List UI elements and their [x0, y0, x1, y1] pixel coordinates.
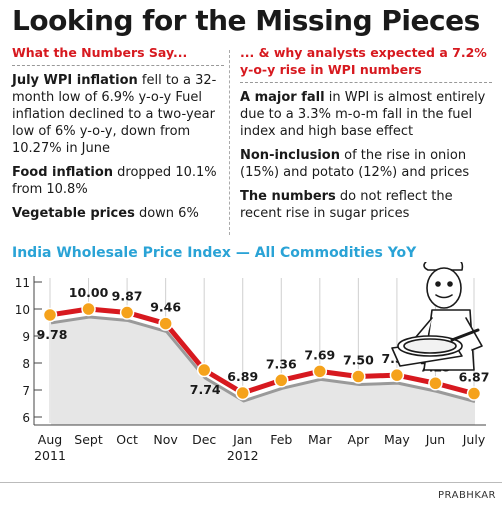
left-paragraph-1-lead: July WPI inflation [12, 73, 138, 88]
footer-rule [0, 482, 502, 483]
y-tick-label: 8 [22, 357, 30, 371]
data-label: 10.00 [69, 285, 109, 300]
y-tick-label: 9 [22, 330, 30, 344]
right-paragraph-2-lead: Non-inclusion [240, 148, 340, 163]
x-tick-label: July [462, 432, 486, 447]
x-tick-label: May [384, 432, 410, 447]
data-label: 7.69 [304, 347, 335, 362]
right-paragraph-2: Non-inclusion of the rise in onion (15%)… [240, 147, 492, 181]
right-paragraph-3-lead: The numbers [240, 189, 336, 204]
x-tick-label: Oct [116, 432, 138, 447]
data-label: 7.36 [266, 356, 297, 371]
left-column-heading: What the Numbers Say... [12, 45, 188, 60]
data-label: 6.89 [227, 369, 258, 384]
data-label: 9.46 [150, 300, 181, 315]
left-paragraph-2-lead: Food inflation [12, 165, 114, 180]
x-tick-label: Feb [270, 432, 292, 447]
x-tick-label: Sept [74, 432, 103, 447]
right-paragraph-1: A major fall in WPI is almost entirely d… [240, 89, 492, 140]
y-axis: 6 7 8 9 10 11 [15, 276, 42, 425]
data-point [81, 301, 96, 317]
x-tick-year-label: 2012 [227, 448, 259, 463]
left-paragraph-1-text: fell to a 32-month low of 6.9% y-o-y Fue… [12, 73, 217, 156]
x-tick-label: Apr [348, 432, 370, 447]
right-heading-rule [240, 82, 492, 83]
x-tick-label: Jan [232, 432, 252, 447]
left-paragraph-3: Vegetable prices down 6% [12, 205, 224, 222]
data-point [312, 364, 328, 379]
data-label: 9.78 [37, 327, 68, 342]
data-point [119, 305, 135, 320]
left-paragraph-3-lead: Vegetable prices [12, 206, 135, 221]
data-point [158, 316, 173, 331]
wpi-line-chart: 6 7 8 9 10 11 9.78 10.00 9.87 9.46 7.74 6.89 7.36 7.… [15, 262, 490, 463]
chart-points [42, 301, 482, 401]
chart-title: India Wholesale Price Index — All Commod… [12, 245, 417, 261]
y-tick-label: 10 [15, 303, 30, 317]
right-paragraph-1-text: in WPI is almost entirely due to a 3.3% … [240, 90, 486, 139]
cartoon-chef-icon [391, 262, 483, 371]
left-paragraph-2-text: dropped 10.1% from 10.8% [12, 165, 217, 197]
left-column: What the Numbers Say... July WPI inflati… [12, 44, 224, 229]
artist-credit: PRABHKAR [438, 490, 496, 501]
data-point [351, 369, 366, 384]
data-label: 7.74 [190, 382, 221, 397]
chart-area-fill [51, 317, 475, 425]
chart-shadow-line [50, 315, 476, 403]
data-point [42, 307, 58, 323]
x-tick-label: Jun [425, 432, 446, 447]
x-tick-label: Nov [153, 432, 178, 447]
right-paragraph-2-text: of the rise in onion (15%) and potato (1… [240, 148, 470, 180]
right-paragraph-3-text: do not reflect the recent rise in sugar … [240, 189, 453, 221]
y-tick-label: 11 [15, 276, 30, 290]
y-tick-label: 7 [22, 384, 30, 398]
data-label: 7.50 [343, 353, 374, 368]
data-point [428, 376, 443, 391]
x-tick-label: Mar [308, 432, 332, 447]
left-heading-rule [12, 65, 224, 66]
data-point [466, 386, 482, 401]
right-paragraph-3: The numbers do not reflect the recent ri… [240, 188, 492, 222]
right-column-heading: ... & why analysts expected a 7.2% y-o-y… [240, 45, 487, 77]
data-point [235, 385, 250, 401]
data-point [196, 362, 212, 378]
x-tick-year-label: 2011 [34, 448, 66, 463]
data-label: 6.87 [459, 370, 490, 385]
data-point [389, 367, 405, 383]
x-tick-label: Dec [192, 432, 216, 447]
left-paragraph-3-text: down 6% [134, 206, 199, 221]
left-paragraph-2: Food inflation dropped 10.1% from 10.8% [12, 164, 224, 198]
left-paragraph-1: July WPI inflation fell to a 32-month lo… [12, 72, 224, 157]
column-divider [229, 50, 230, 235]
y-tick-label: 6 [22, 411, 30, 425]
right-paragraph-1-lead: A major fall [240, 90, 325, 105]
data-point [274, 373, 289, 388]
right-column: ... & why analysts expected a 7.2% y-o-y… [240, 44, 492, 229]
x-tick-label: Aug [38, 432, 62, 447]
headline: Looking for the Missing Pieces [12, 4, 480, 37]
data-label: 9.87 [112, 289, 143, 304]
